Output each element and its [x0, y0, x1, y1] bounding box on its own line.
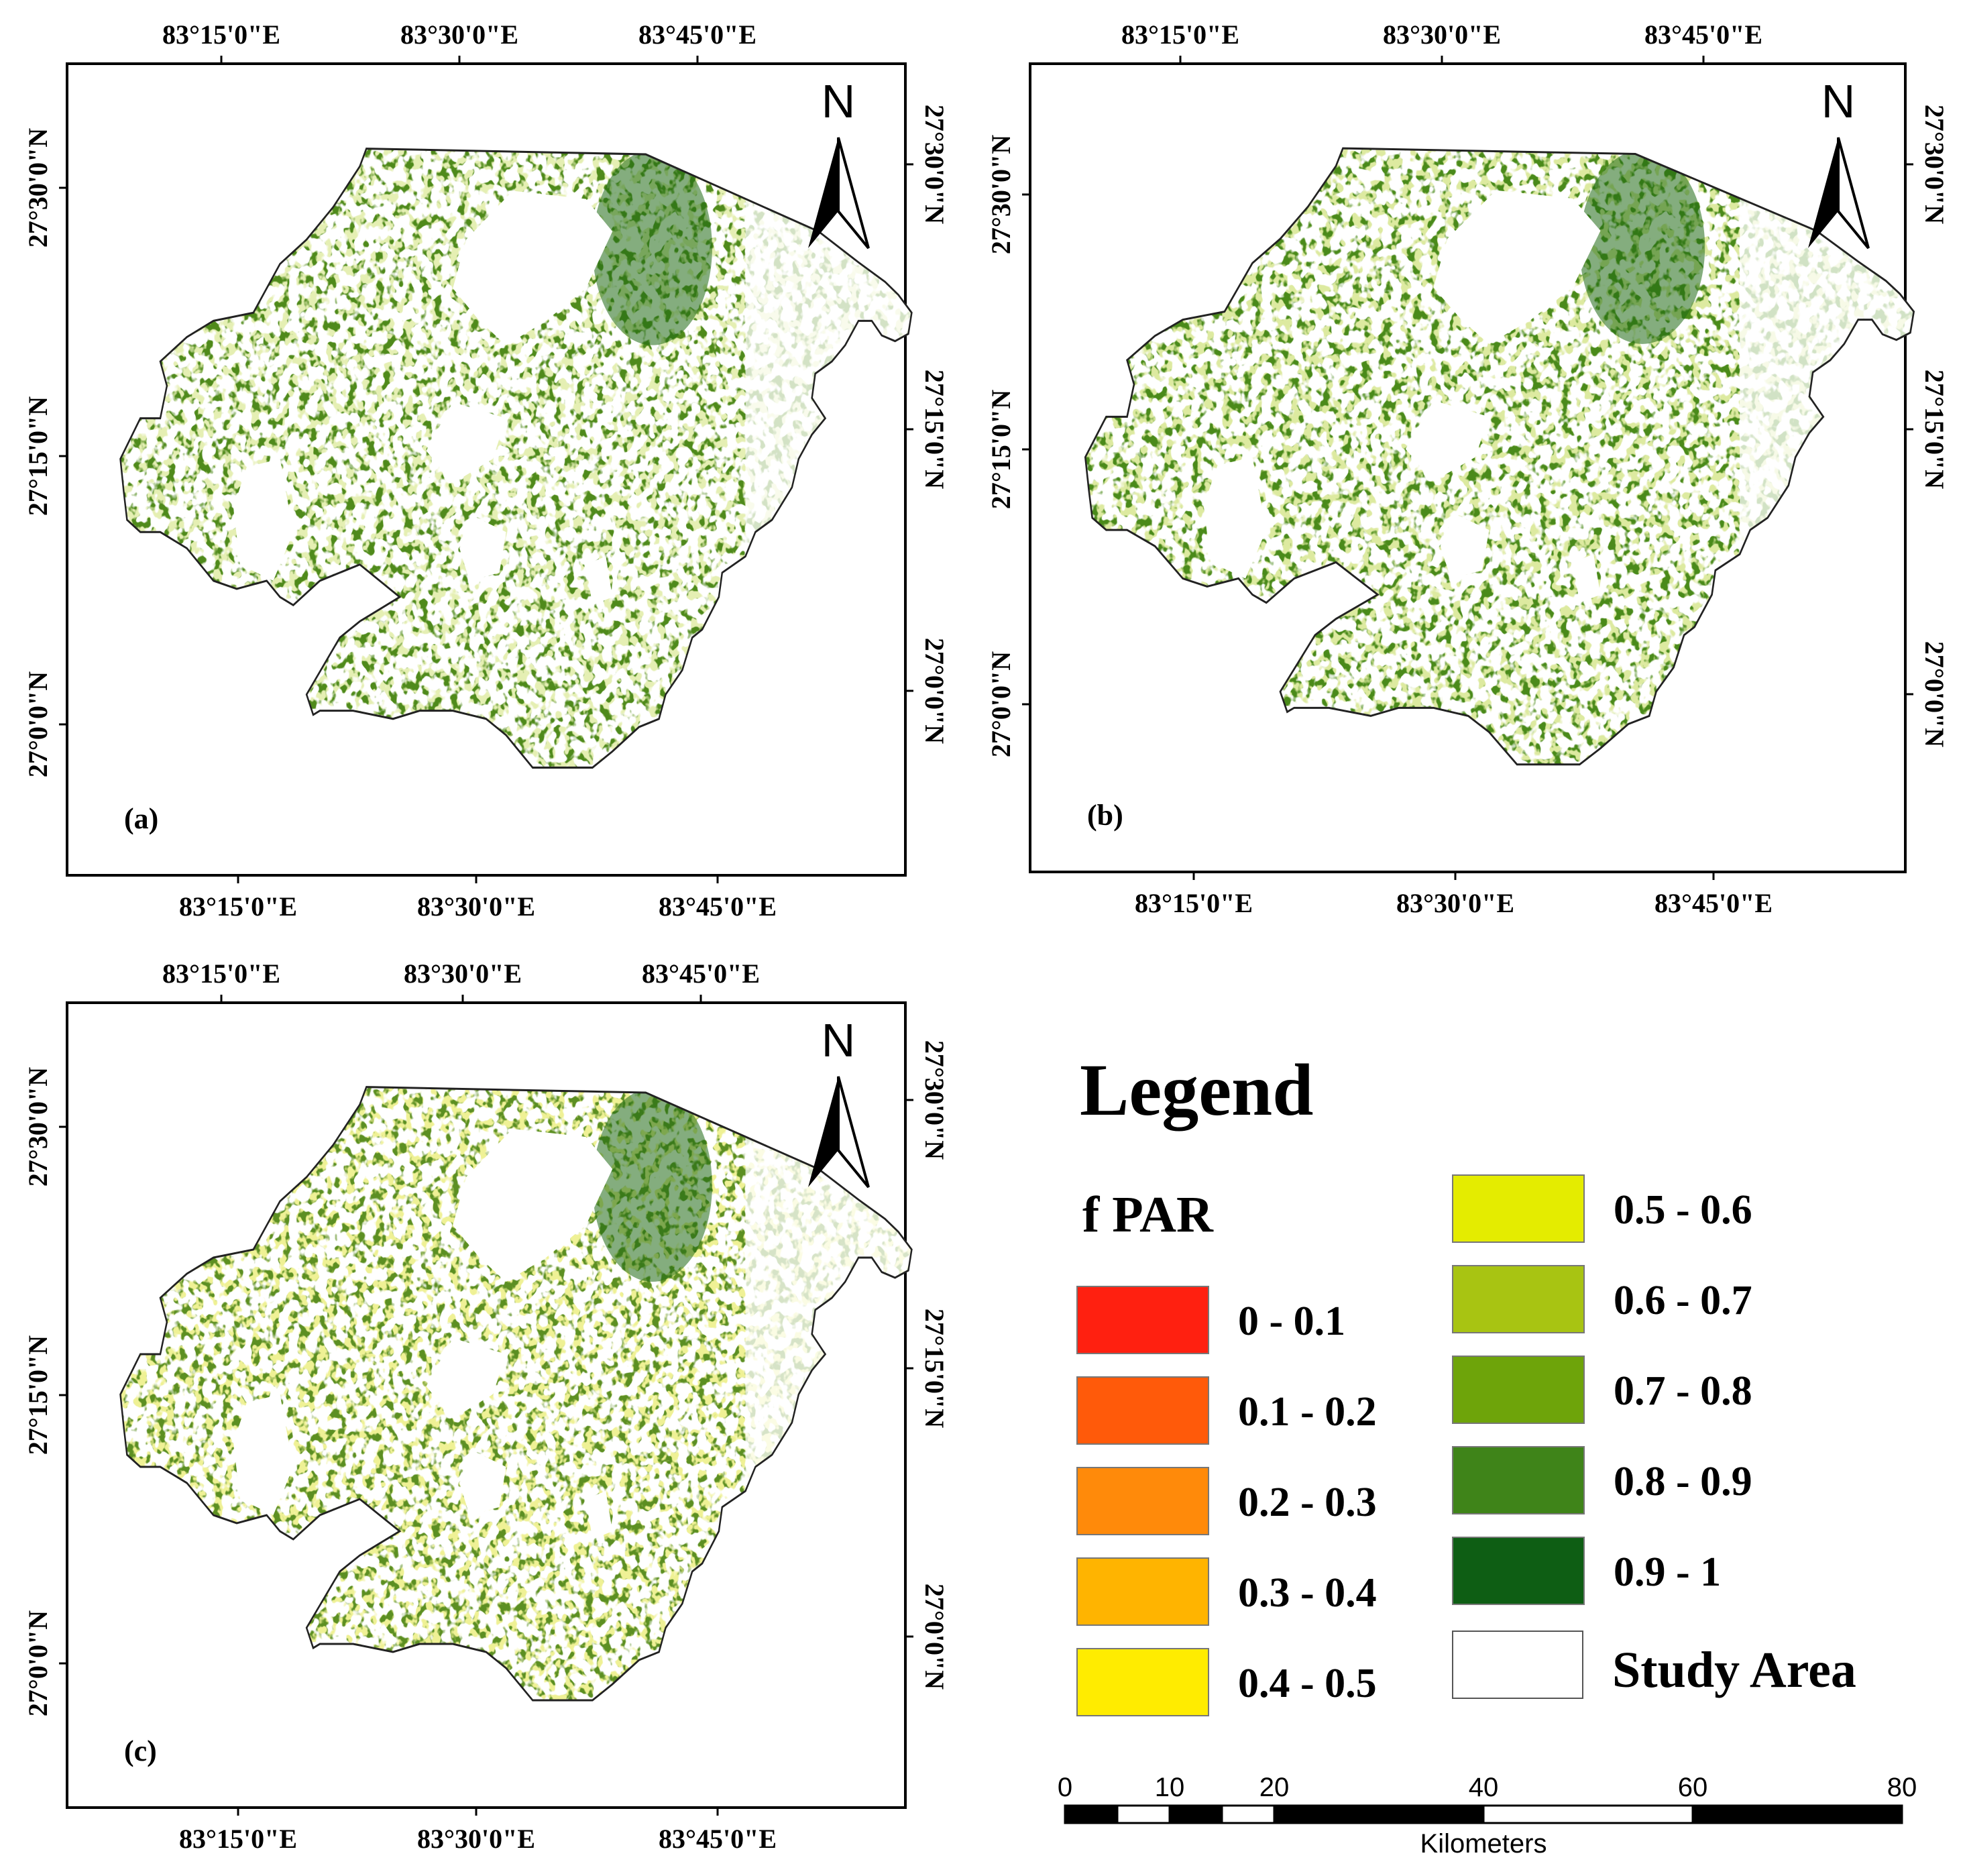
legend-swatch [1076, 1376, 1209, 1445]
map-panel-a: 83°15'0"E 83°15'0"E 83°30'0"E 83°30'0"E 83°4… [23, 19, 950, 922]
legend-class-label: 0.2 - 0.3 [1238, 1480, 1377, 1525]
latitude-label-left: 27°30'0"N [23, 128, 53, 247]
legend-class-label: 0 - 0.1 [1238, 1299, 1345, 1344]
legend-title: Legend [1080, 1049, 1313, 1131]
legend-class-label: 0.4 - 0.5 [1238, 1661, 1377, 1706]
scale-tick-label: 60 [1678, 1773, 1708, 1802]
longitude-label-top: 83°30'0"E [404, 958, 522, 989]
legend-class-label: 0.1 - 0.2 [1238, 1389, 1377, 1435]
legend-class-label: 0.7 - 0.8 [1614, 1368, 1752, 1414]
map-panel-c: 83°15'0"E 83°15'0"E 83°30'0"E 83°30'0"E 83°4… [23, 958, 950, 1854]
longitude-label-top: 83°15'0"E [1121, 19, 1239, 50]
longitude-label-top: 83°45'0"E [638, 19, 756, 50]
svg-text:N: N [822, 1014, 856, 1066]
legend-swatch [1452, 1446, 1585, 1514]
scale-bar: 0 10 20 40 60 80 Kilometers [1058, 1773, 1917, 1859]
legend-swatch [1076, 1557, 1209, 1626]
legend-subtitle: f PAR [1082, 1187, 1214, 1243]
scale-tick-label: 80 [1887, 1773, 1917, 1802]
north-arrow-icon: N [1808, 75, 1870, 250]
latitude-label-right: 27°15'0"N [919, 1309, 950, 1428]
map-panel-b: 83°15'0"E 83°15'0"E 83°30'0"E 83°30'0"E 83°4… [986, 19, 1950, 918]
panel-label: (c) [124, 1734, 157, 1767]
legend-swatch [1076, 1467, 1209, 1535]
longitude-label-bottom: 83°45'0"E [659, 891, 777, 922]
svg-text:N: N [822, 75, 856, 127]
longitude-label-top: 83°15'0"E [162, 19, 280, 50]
latitude-label-left: 27°0'0"N [23, 671, 53, 777]
longitude-label-top: 83°30'0"E [400, 19, 518, 50]
legend-swatch [1452, 1265, 1585, 1333]
longitude-label-bottom: 83°45'0"E [659, 1824, 777, 1854]
longitude-label-bottom: 83°30'0"E [1396, 888, 1514, 918]
latitude-label-left: 27°15'0"N [23, 396, 53, 516]
latitude-label-left: 27°30'0"N [23, 1067, 53, 1187]
latitude-label-right: 27°30'0"N [919, 105, 950, 224]
latitude-label-left: 27°15'0"N [986, 390, 1016, 509]
latitude-label-right: 27°30'0"N [919, 1040, 950, 1160]
longitude-label-top: 83°45'0"E [1644, 19, 1762, 50]
panel-label: (a) [124, 802, 158, 835]
legend-class-label: 0.3 - 0.4 [1238, 1570, 1377, 1616]
longitude-label-bottom: 83°15'0"E [179, 1824, 297, 1854]
latitude-label-right: 27°15'0"N [1919, 370, 1950, 489]
latitude-label-left: 27°30'0"N [986, 135, 1016, 254]
longitude-label-bottom: 83°15'0"E [179, 891, 297, 922]
longitude-label-bottom: 83°15'0"E [1135, 888, 1253, 918]
longitude-label-bottom: 83°45'0"E [1654, 888, 1773, 918]
legend-class-label: 0.8 - 0.9 [1614, 1459, 1752, 1504]
longitude-label-bottom: 83°30'0"E [417, 1824, 535, 1854]
longitude-label-top: 83°45'0"E [642, 958, 760, 989]
legend-label-study-area: Study Area [1612, 1642, 1856, 1698]
svg-text:N: N [1821, 75, 1856, 127]
north-arrow-icon: N [808, 75, 870, 250]
latitude-label-right: 27°0'0"N [1919, 641, 1950, 747]
scale-tick-label: 10 [1155, 1773, 1185, 1802]
latitude-label-right: 27°30'0"N [1919, 105, 1950, 224]
legend-swatch [1452, 1537, 1585, 1605]
latitude-label-left: 27°0'0"N [23, 1610, 53, 1716]
legend-class-label: 0.9 - 1 [1614, 1549, 1721, 1595]
legend-swatch [1076, 1648, 1209, 1716]
latitude-label-right: 27°15'0"N [919, 370, 950, 489]
legend-swatch [1452, 1174, 1585, 1243]
north-arrow-icon: N [808, 1014, 870, 1189]
latitude-label-right: 27°0'0"N [919, 1584, 950, 1690]
legend-class-label: 0.5 - 0.6 [1614, 1187, 1752, 1233]
latitude-label-left: 27°15'0"N [23, 1335, 53, 1455]
legend-swatch [1452, 1356, 1585, 1424]
scale-unit-label: Kilometers [1420, 1829, 1547, 1859]
legend-swatch-study-area [1452, 1631, 1583, 1699]
panel-label: (b) [1087, 799, 1123, 832]
legend-swatch [1076, 1286, 1209, 1354]
longitude-label-top: 83°15'0"E [162, 958, 280, 989]
latitude-label-right: 27°0'0"N [919, 638, 950, 744]
latitude-label-left: 27°0'0"N [986, 651, 1016, 757]
longitude-label-bottom: 83°30'0"E [417, 891, 535, 922]
scale-tick-label: 20 [1259, 1773, 1290, 1802]
legend-class-label: 0.6 - 0.7 [1614, 1278, 1752, 1323]
longitude-label-top: 83°30'0"E [1383, 19, 1501, 50]
legend: Legend f PAR 0 - 0.1 0.1 - 0.2 0.2 - 0.3 0.… [1076, 1049, 1856, 1716]
scale-tick-label: 0 [1058, 1773, 1072, 1802]
scale-tick-label: 40 [1469, 1773, 1499, 1802]
